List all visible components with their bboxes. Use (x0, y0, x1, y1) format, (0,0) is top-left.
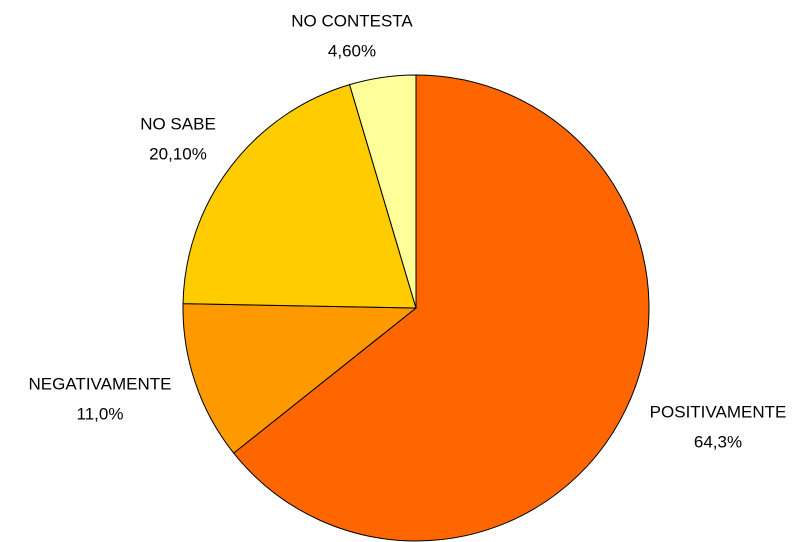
pie-slice (182, 303, 418, 454)
slice-value-label: 20,10% (149, 144, 207, 163)
slice-label: NEGATIVAMENTE (29, 374, 172, 393)
slice-value-label: 64,3% (694, 432, 742, 451)
slice-value-label: 4,60% (328, 41, 376, 60)
pie-slice (232, 74, 650, 542)
slice-label: POSITIVAMENTE (650, 402, 787, 421)
slice-label: NO SABE (140, 114, 216, 133)
slice-value-label: 11,0% (77, 404, 124, 423)
pie-slice (348, 74, 417, 309)
slice-label: NO CONTESTA (291, 11, 413, 30)
pie-slice (182, 84, 417, 309)
